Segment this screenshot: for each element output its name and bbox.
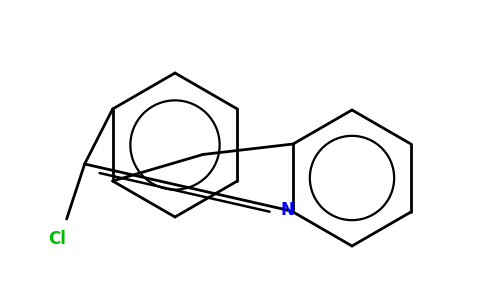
Text: Cl: Cl <box>48 230 66 248</box>
Text: N: N <box>280 201 294 219</box>
